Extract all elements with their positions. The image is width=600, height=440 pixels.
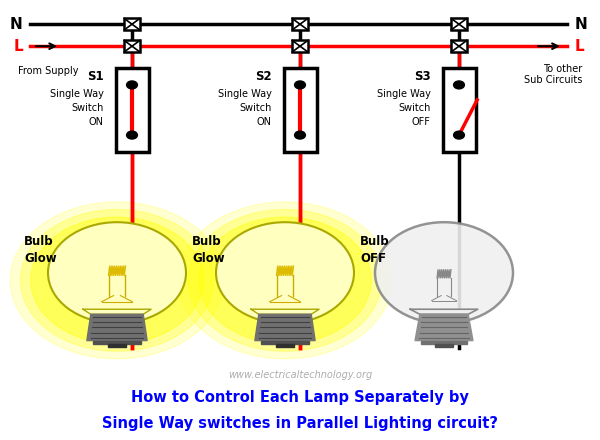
Text: L: L	[574, 39, 584, 54]
Text: N: N	[10, 17, 23, 32]
Bar	[421, 341, 467, 344]
Polygon shape	[410, 309, 478, 314]
Bar	[115, 68, 149, 152]
Bar	[451, 18, 467, 30]
Circle shape	[375, 222, 513, 323]
Bar	[276, 344, 294, 347]
Bar	[292, 40, 308, 52]
Circle shape	[295, 81, 305, 89]
Circle shape	[454, 81, 464, 89]
Text: www.electricaltechnology.org: www.electricaltechnology.org	[228, 370, 372, 380]
Polygon shape	[87, 314, 147, 341]
Circle shape	[127, 81, 137, 89]
Text: Bulb
OFF: Bulb OFF	[360, 235, 389, 265]
Bar	[93, 341, 141, 344]
Polygon shape	[255, 314, 315, 341]
Bar	[284, 68, 317, 152]
Circle shape	[454, 131, 464, 139]
Text: L: L	[13, 39, 23, 54]
Polygon shape	[415, 314, 473, 341]
Bar	[292, 18, 308, 30]
Bar	[108, 344, 126, 347]
Polygon shape	[251, 309, 319, 314]
Text: S1: S1	[87, 70, 104, 84]
Circle shape	[216, 222, 354, 323]
Polygon shape	[83, 309, 151, 314]
Bar	[124, 40, 140, 52]
Circle shape	[199, 217, 371, 344]
Bar	[451, 40, 467, 52]
Text: N: N	[574, 17, 587, 32]
Circle shape	[178, 202, 392, 359]
Circle shape	[188, 209, 382, 351]
Bar	[443, 68, 476, 152]
Bar	[261, 341, 309, 344]
Circle shape	[127, 131, 137, 139]
Text: Bulb
Glow: Bulb Glow	[192, 235, 224, 265]
Circle shape	[48, 222, 186, 323]
Text: How to Control Each Lamp Separately by: How to Control Each Lamp Separately by	[131, 390, 469, 405]
Text: Bulb
Glow: Bulb Glow	[24, 235, 56, 265]
Text: S3: S3	[414, 70, 431, 84]
Circle shape	[20, 209, 214, 351]
Bar	[436, 344, 452, 347]
Circle shape	[10, 202, 224, 359]
Text: Single Way
Switch
ON: Single Way Switch ON	[50, 89, 104, 127]
Circle shape	[31, 217, 203, 344]
Text: Single Way
Switch
OFF: Single Way Switch OFF	[377, 89, 431, 127]
Bar	[124, 18, 140, 30]
Circle shape	[295, 131, 305, 139]
Text: Single Way switches in Parallel Lighting circuit?: Single Way switches in Parallel Lighting…	[102, 416, 498, 431]
Text: Single Way
Switch
ON: Single Way Switch ON	[218, 89, 271, 127]
Text: From Supply: From Supply	[18, 66, 79, 76]
Text: S2: S2	[255, 70, 271, 84]
Text: To other
Sub Circuits: To other Sub Circuits	[524, 64, 582, 85]
